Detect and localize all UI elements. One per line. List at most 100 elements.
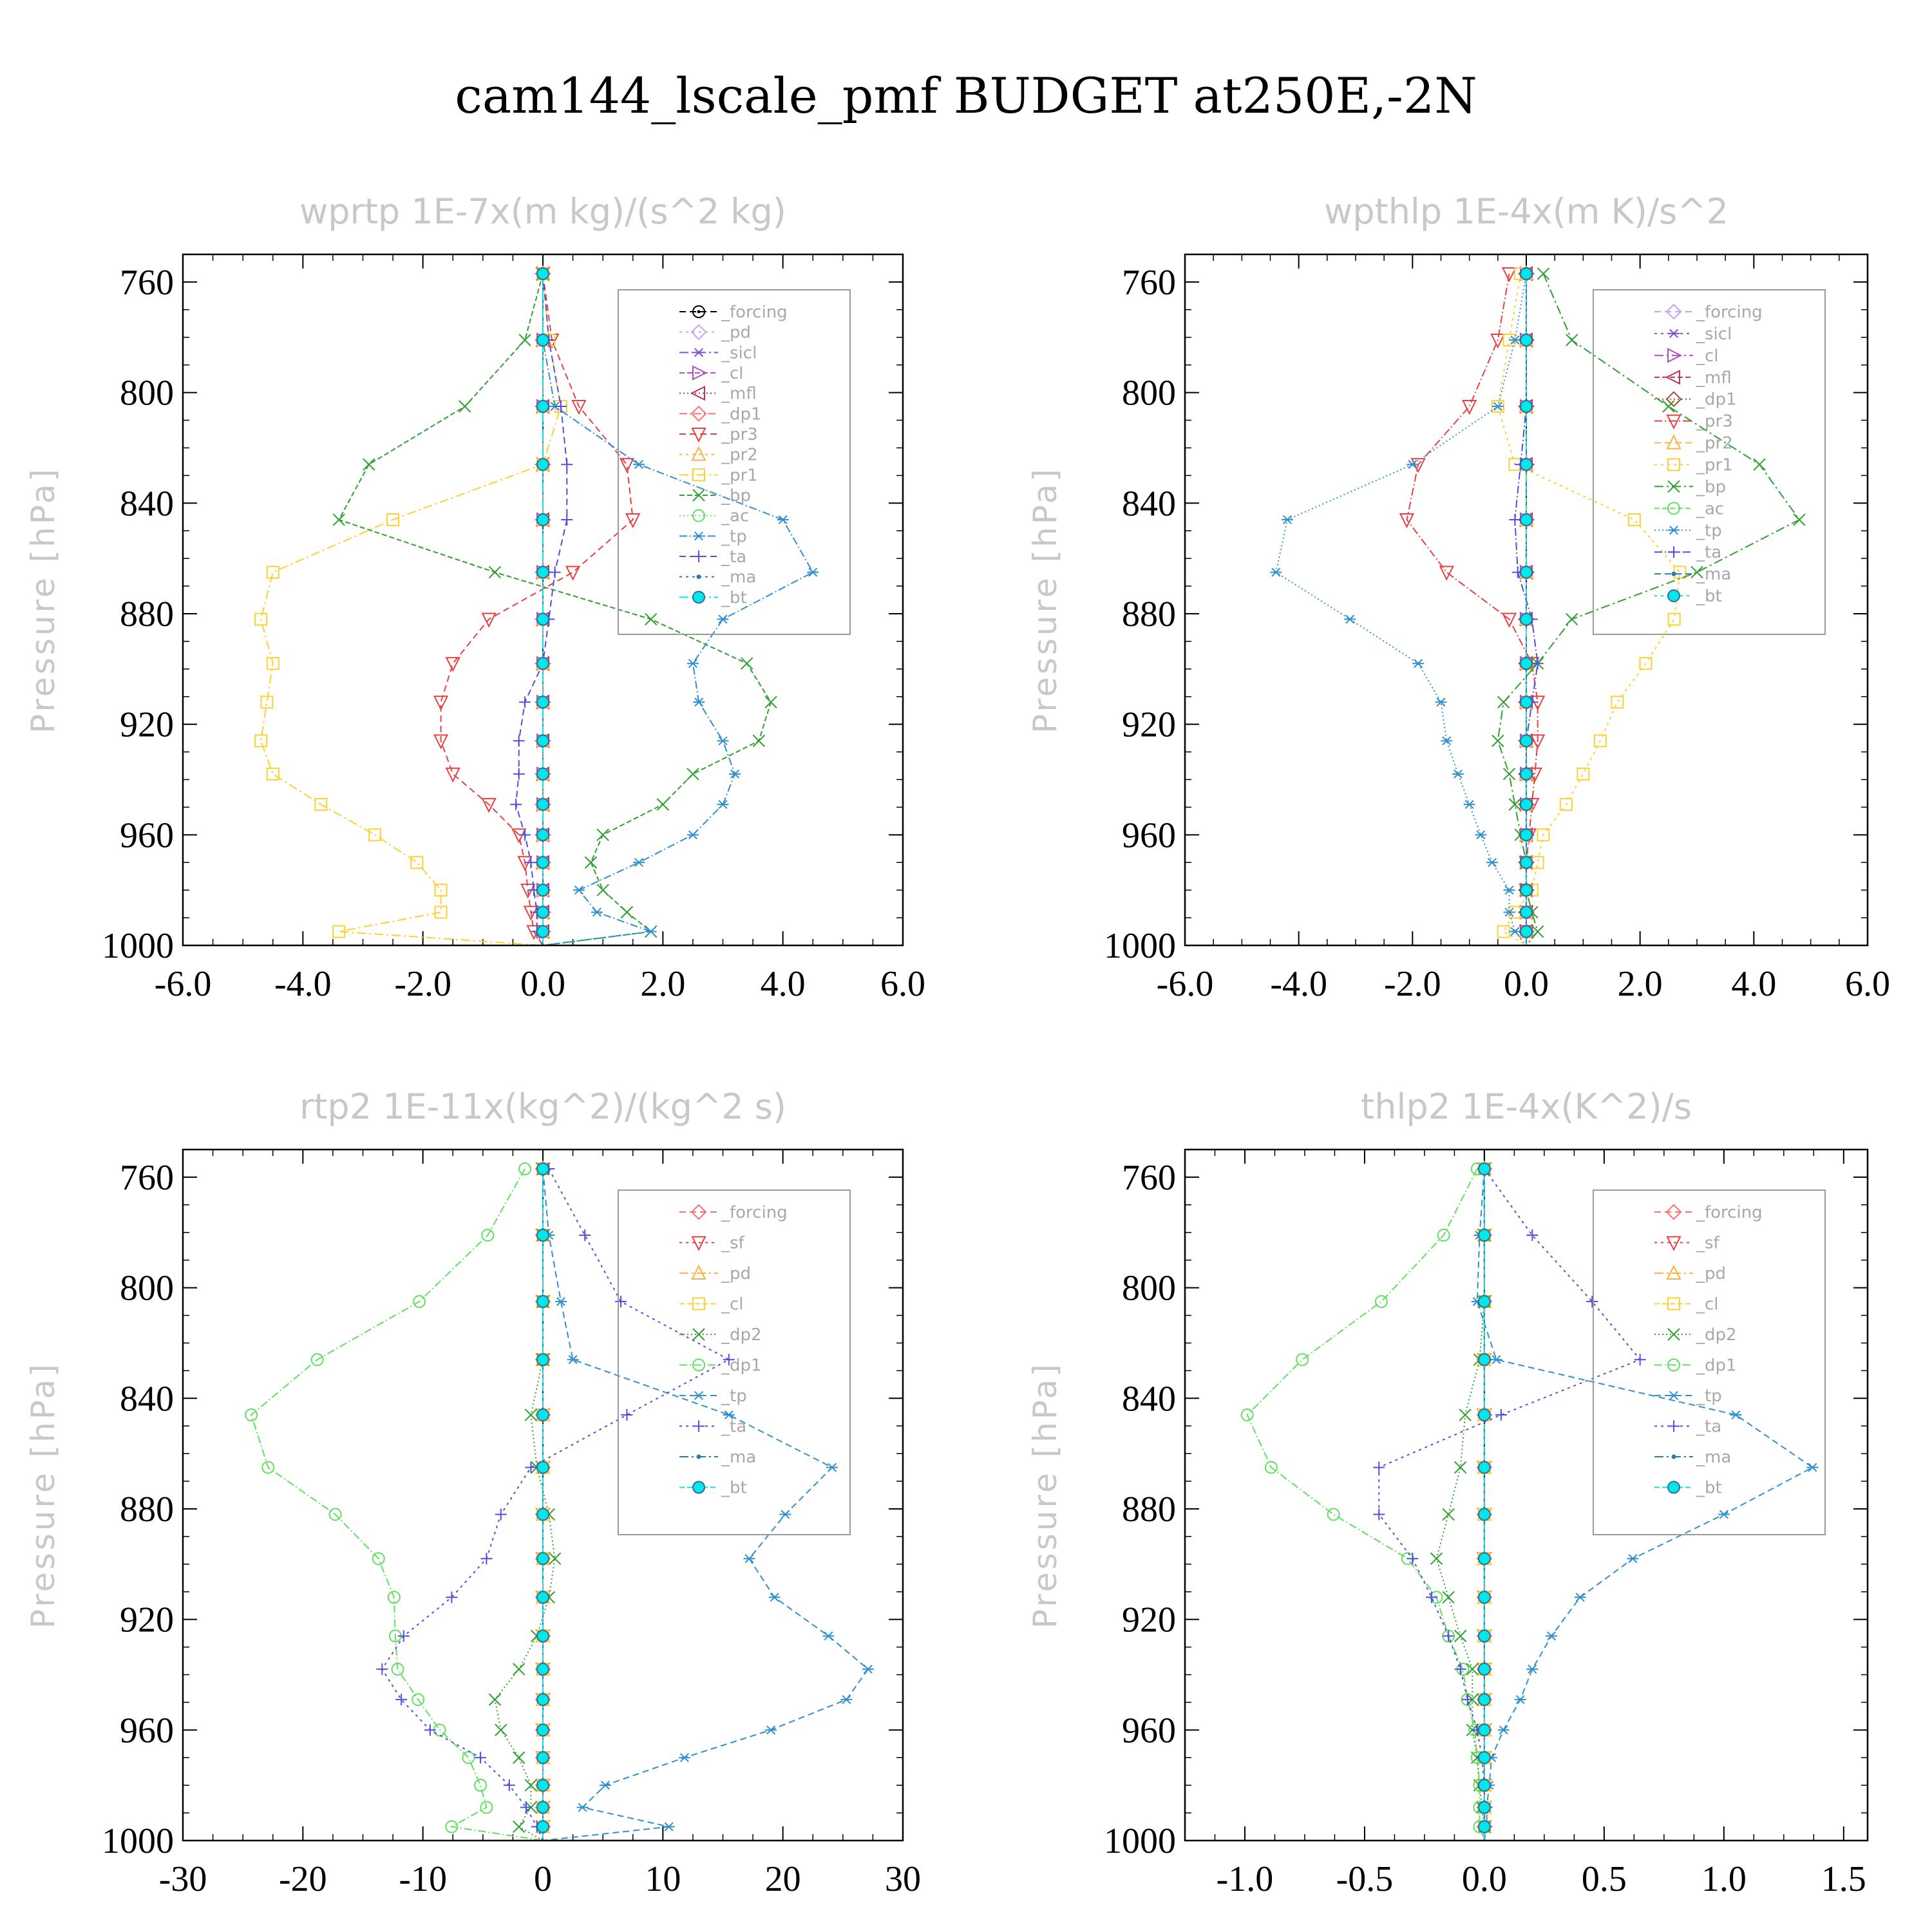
legend-marker: [692, 305, 705, 318]
legend-marker: [693, 1390, 705, 1401]
legend-box: [618, 289, 851, 635]
chart-panel-4: thlp2 1E-4x(K^2)/s Pressure [hPa] -1.0 -0.5…: [1027, 1086, 1869, 1899]
legend-marker: [696, 1454, 701, 1459]
legend-entry-pr3: _pr3: [1654, 412, 1733, 431]
series-dp2: [488, 1162, 562, 1841]
legend-marker: [692, 365, 708, 381]
legend-box: [618, 1189, 851, 1535]
data-point: [723, 1410, 735, 1420]
legend-label: _bt: [721, 1479, 747, 1498]
legend-marker: [692, 1297, 705, 1311]
series-line: [337, 273, 772, 945]
data-point: [1730, 1410, 1742, 1420]
data-point: [434, 884, 448, 897]
legend-label: _ma: [721, 568, 756, 587]
series-pr3: [1399, 267, 1546, 945]
data-point: [822, 1631, 835, 1641]
legend-entry-pr2: _pr2: [679, 446, 758, 465]
data-point: [840, 1695, 853, 1705]
legend-entry-dp2: _dp2: [1654, 1325, 1737, 1345]
data-point: [254, 612, 268, 626]
legend-entry-forcing: _forcing: [679, 1203, 788, 1222]
data-point: [1520, 828, 1533, 842]
legend-entry-pd: _pd: [1654, 1264, 1726, 1283]
legend-label: _pr1: [1696, 456, 1733, 475]
data-point: [488, 1693, 502, 1706]
data-point: [260, 696, 274, 709]
data-point: [1439, 565, 1454, 581]
x-tick-label: 2.0: [640, 964, 685, 1004]
data-point: [536, 612, 549, 626]
legend-entry-pd: _pd: [679, 323, 751, 343]
legend-marker: [1667, 502, 1680, 515]
data-point: [1463, 800, 1475, 810]
legend-entry-pd: _pd: [679, 1264, 751, 1283]
legend-label: _bt: [1696, 1479, 1722, 1498]
legend-marker: [1668, 526, 1680, 535]
data-point: [266, 767, 279, 781]
data-point: [1753, 458, 1766, 471]
series-ta: [376, 1163, 735, 1841]
legend-marker: [691, 446, 706, 461]
data-point: [1477, 1820, 1491, 1833]
series-line: [1406, 273, 1539, 945]
series-pr1: [254, 267, 567, 945]
series-ta: [1373, 1163, 1646, 1841]
data-point: [723, 1354, 735, 1366]
data-point: [395, 1694, 408, 1706]
series-dp1: [1240, 1162, 1486, 1841]
data-point: [1639, 657, 1653, 670]
legend-entry-bp: _bp: [679, 486, 751, 506]
data-point: [445, 657, 460, 672]
data-point: [1477, 1295, 1491, 1309]
x-tick-label: -4.0: [274, 964, 332, 1004]
series-bt: [536, 267, 549, 945]
legend-entry-pr3: _pr3: [679, 425, 758, 444]
series-line: [494, 1169, 556, 1841]
series-bt: [536, 1162, 549, 1841]
data-point: [678, 1753, 690, 1763]
legend-box: [1593, 289, 1826, 635]
data-point: [524, 1779, 538, 1792]
legend-entry-forcing: _forcing: [679, 303, 788, 322]
data-point: [1477, 1508, 1491, 1521]
legend-marker: [696, 574, 701, 580]
data-point: [768, 1593, 781, 1602]
data-point: [1502, 768, 1516, 781]
series-line: [251, 1168, 544, 1841]
legend-label: _sicl: [1696, 325, 1732, 344]
data-point: [621, 1409, 633, 1421]
series-bp: [1492, 267, 1806, 945]
legend-marker: [692, 1481, 705, 1494]
y-tick-label: 880: [1122, 1490, 1176, 1530]
legend-entry-dp1: _dp1: [679, 1356, 762, 1376]
data-point: [619, 458, 635, 473]
data-point: [1530, 734, 1546, 750]
series-line: [1435, 1169, 1485, 1841]
data-point: [1462, 400, 1477, 415]
data-point: [1477, 1353, 1491, 1367]
chart-panel-1: wprtp 1E-7x(m kg)/(s^2 kg) Pressure [hPa]…: [24, 191, 925, 1004]
y-tick-label: 760: [120, 263, 174, 303]
legend: _forcing _sf _pd _cl _dp2 _dp1 _tp _ta _ma _bt: [618, 1189, 851, 1535]
legend-marker: [1667, 348, 1683, 363]
y-tick-label: 920: [1122, 705, 1176, 745]
data-point: [1627, 1554, 1639, 1564]
data-point: [536, 696, 549, 709]
data-point: [495, 1508, 507, 1520]
series-tp: [537, 1164, 874, 1841]
data-point: [1520, 856, 1533, 869]
legend-entry-sf: _sf: [1654, 1234, 1720, 1253]
legend-label: _pr2: [721, 446, 758, 465]
data-point: [1806, 1463, 1819, 1472]
data-point: [310, 1353, 324, 1367]
legend-entry-ta: _ta: [1654, 1417, 1721, 1437]
data-point: [1520, 267, 1533, 281]
data-point: [1501, 612, 1517, 628]
data-point: [1559, 798, 1573, 811]
legend-entry-ta: _ta: [679, 547, 746, 567]
data-point: [1793, 513, 1806, 526]
data-point: [1520, 334, 1533, 347]
y-tick-label: 840: [1122, 484, 1176, 524]
data-point: [536, 1820, 549, 1833]
